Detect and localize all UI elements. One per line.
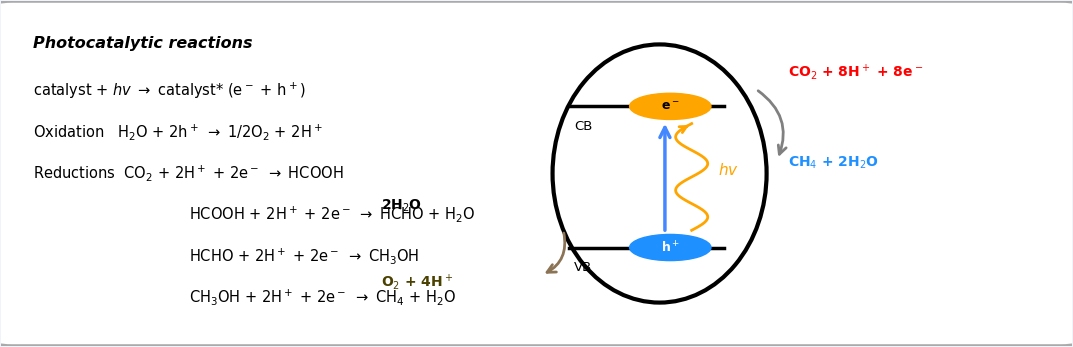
Text: e$^-$: e$^-$ [661, 100, 679, 113]
Circle shape [630, 93, 711, 119]
Text: HCHO + 2H$^+$ + 2e$^-$ $\rightarrow$ CH$_3$OH: HCHO + 2H$^+$ + 2e$^-$ $\rightarrow$ CH$… [189, 246, 420, 266]
Text: CO$_2$ + 8H$^+$ + 8e$^-$: CO$_2$ + 8H$^+$ + 8e$^-$ [788, 62, 923, 82]
Text: Oxidation   H$_2$O + 2h$^+$ $\rightarrow$ 1/2O$_2$ + 2H$^+$: Oxidation H$_2$O + 2h$^+$ $\rightarrow$ … [33, 122, 323, 142]
Text: catalyst + $hv$ $\rightarrow$ catalyst* (e$^-$ + h$^+$): catalyst + $hv$ $\rightarrow$ catalyst* … [33, 81, 306, 101]
Text: h$^+$: h$^+$ [661, 240, 680, 255]
Text: CH$_4$ + 2H$_2$O: CH$_4$ + 2H$_2$O [788, 155, 879, 171]
Text: Reductions  CO$_2$ + 2H$^+$ + 2e$^-$ $\rightarrow$ HCOOH: Reductions CO$_2$ + 2H$^+$ + 2e$^-$ $\ri… [33, 163, 344, 183]
Text: CB: CB [574, 120, 592, 133]
Text: VB: VB [574, 261, 592, 274]
Text: CH$_3$OH + 2H$^+$ + 2e$^-$ $\rightarrow$ CH$_4$ + H$_2$O: CH$_3$OH + 2H$^+$ + 2e$^-$ $\rightarrow$… [189, 287, 456, 307]
Text: O$_2$ + 4H$^+$: O$_2$ + 4H$^+$ [381, 272, 454, 292]
Ellipse shape [553, 44, 766, 303]
Circle shape [630, 235, 711, 261]
Text: 2H$_2$O: 2H$_2$O [381, 198, 423, 214]
Text: Photocatalytic reactions: Photocatalytic reactions [33, 36, 253, 51]
Text: HCOOH + 2H$^+$ + 2e$^-$ $\rightarrow$ HCHO + H$_2$O: HCOOH + 2H$^+$ + 2e$^-$ $\rightarrow$ HC… [189, 204, 475, 225]
Text: $hv$: $hv$ [719, 162, 739, 178]
